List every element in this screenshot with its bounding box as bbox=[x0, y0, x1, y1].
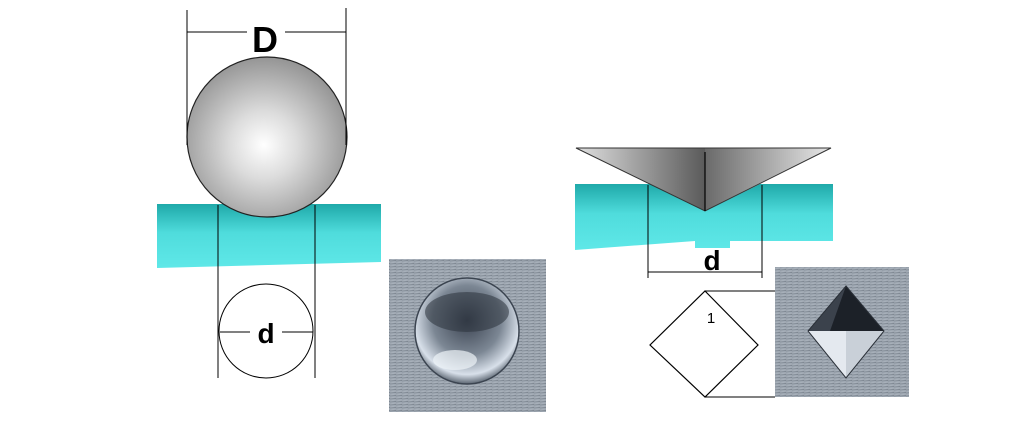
indent-diameter-label: d bbox=[257, 318, 274, 349]
indent-diameter-dimension bbox=[217, 205, 316, 378]
vickers-indent-photo bbox=[775, 267, 909, 397]
d-label-backdrop bbox=[247, 18, 285, 54]
small-d-backdrop bbox=[250, 314, 282, 348]
indent-plan-diamond bbox=[649, 290, 759, 398]
vickers-specimen bbox=[575, 184, 833, 250]
brinell-specimen bbox=[157, 204, 381, 268]
vickers-test: d 1 bbox=[575, 147, 909, 398]
brinell-indent-photo bbox=[389, 259, 546, 412]
brinell-test: D d bbox=[157, 8, 546, 412]
pyramid-indenter bbox=[575, 147, 832, 212]
ball-diameter-label: D bbox=[252, 19, 278, 60]
indent-diagonal-dimension bbox=[647, 185, 775, 398]
brinell-ball bbox=[186, 56, 348, 218]
corner-label: 1 bbox=[707, 310, 715, 327]
indent-diagonal-label: d bbox=[703, 245, 720, 276]
